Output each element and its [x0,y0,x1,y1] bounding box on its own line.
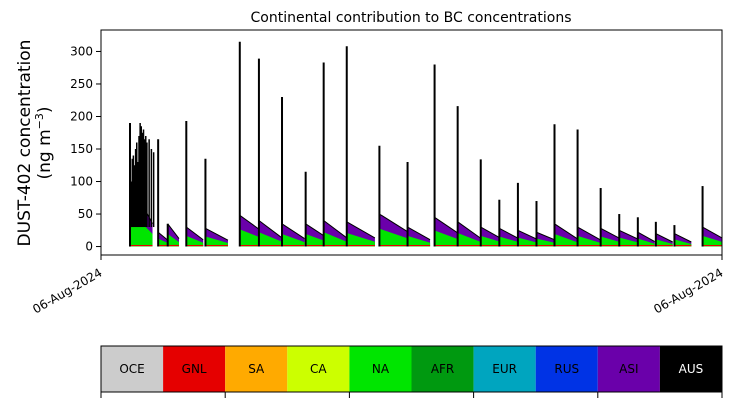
area-outline [185,226,204,241]
area-na [499,236,522,247]
area-na [726,236,730,247]
legend-item-ca: CA [287,346,350,392]
area-na [480,235,504,247]
area-outline [258,220,282,238]
plot-spikes [129,41,704,247]
y-tick-label: 300 [70,44,93,58]
area-na [434,230,463,247]
area-na [379,228,414,247]
legend-label: OCE [119,362,144,376]
legend-item-rus: RUS [535,346,598,392]
area-na [167,234,179,247]
legend-item-eur: EUR [473,346,536,392]
area-na [282,234,305,247]
area-na [577,235,601,247]
legend-swatch [225,346,288,392]
legend-item-sa: SA [225,346,288,392]
y-axis-label-line1: DUST-402 concentration [15,40,35,247]
legend-swatch [535,346,598,392]
area-na [305,234,329,247]
area-na [205,236,228,247]
legend-swatch [163,346,226,392]
legend-item-afr: AFR [411,346,474,392]
area-na [637,238,655,247]
area-outline [702,226,722,239]
y-tick-label: 250 [70,77,93,91]
area-na [407,235,431,247]
area-na [517,237,541,247]
legend-item-gnl: GNL [163,346,226,392]
x-tick-label: 06-Aug-2024 [651,265,725,316]
legend-swatch [659,346,722,392]
area-outline [346,221,376,239]
area-na [655,239,673,247]
area-outline [637,231,655,242]
legend-label: ASI [619,362,638,376]
area-outline [281,223,305,239]
x-tick-label: 06-Aug-2024 [30,265,104,316]
y-tick-label: 200 [70,109,93,123]
area-outline [726,227,730,240]
legend-label: CA [310,362,327,376]
area-outline [457,221,481,239]
y-tick-label: 50 [78,207,93,221]
area-na [258,232,282,247]
y-axis-ticks: 0 50 100 150 200 250 300 [70,44,101,254]
y-tick-label: 0 [85,240,93,254]
area-outline [205,227,229,241]
area-asi [726,227,730,247]
legend-label: SA [248,362,265,376]
y-tick-label: 150 [70,142,93,156]
legend-swatch [411,346,474,392]
area-na [323,232,347,247]
legend-label: NA [372,362,390,376]
legend-label: AUS [679,362,704,376]
area-na [346,232,375,247]
legend-label: EUR [492,362,517,376]
legend-swatch [473,346,536,392]
area-na [536,238,560,247]
legend-label: AFR [431,362,454,376]
area-outline [554,223,578,239]
y-axis-label-line2: (ng m−3) [33,106,55,179]
area-outline [655,233,673,243]
area-outline [323,220,347,238]
legend-item-oce: OCE [101,346,164,392]
y-axis-label: DUST-402 concentration (ng m−3) [15,40,55,247]
legend-swatch [349,346,412,392]
legend-swatch [597,346,660,392]
area-na [457,232,481,247]
legend-label: GNL [182,362,207,376]
area-na [674,239,692,247]
x-axis-ticks: 06-Aug-2024 06-Aug-2024 [30,255,726,316]
y-tick-label: 100 [70,175,93,189]
legend-item-asi: ASI [597,346,660,392]
legend-label: RUS [554,362,579,376]
area-na [186,235,204,247]
area-na [619,237,642,247]
legend-item-na: NA [349,346,412,392]
area-outline [167,223,180,239]
area-outline [577,226,601,241]
area-na [600,236,624,247]
region-legend: OCE GNL SA CA NA AFR EUR RUS ASI AUS [100,345,723,398]
area-outline [674,233,692,243]
area-na [702,235,722,247]
area-na [554,234,578,247]
area-outline [407,226,431,241]
plot-areas [129,181,730,247]
plot-frame [100,29,723,256]
area-na [158,238,170,247]
legend-swatch [287,346,350,392]
legend-frame [100,345,723,393]
legend-item-aus: AUS [659,346,722,392]
chart-title: Continental contribution to BC concentra… [250,10,571,26]
legend-swatch [101,346,164,392]
